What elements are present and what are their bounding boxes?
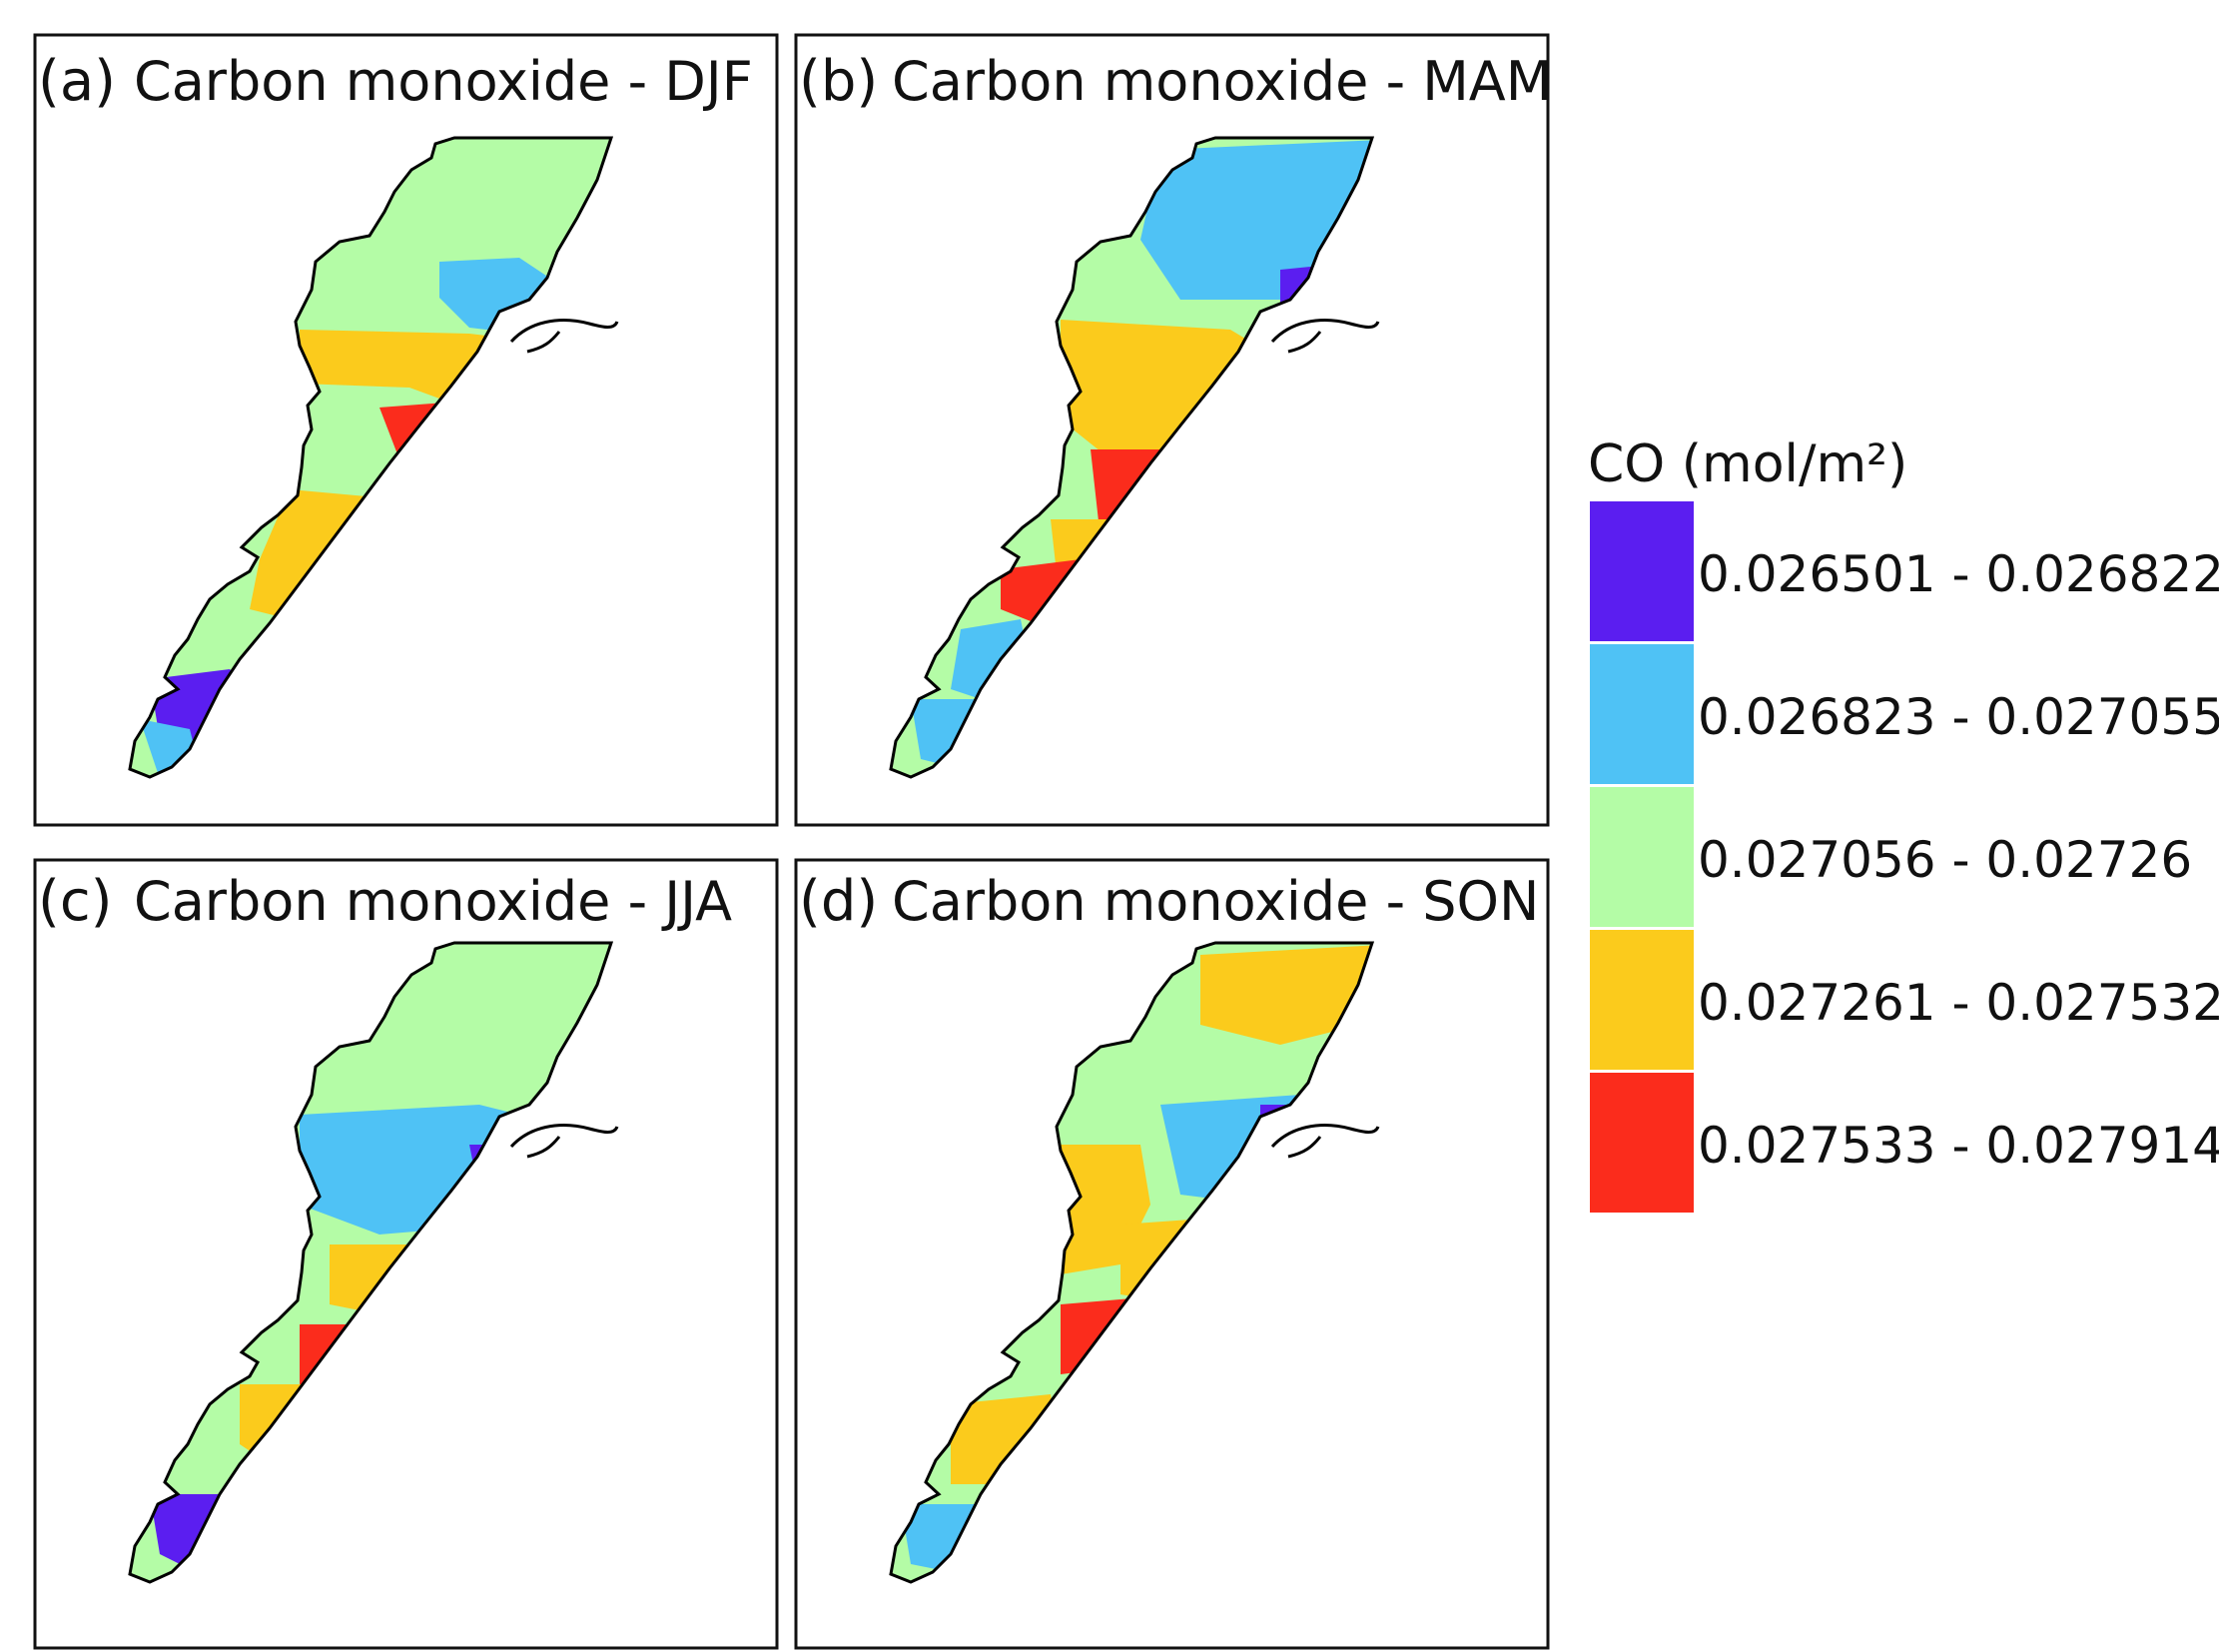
- panel-title: Carbon monoxide - DJF: [134, 50, 753, 113]
- legend-label: 0.026823 - 0.027055: [1698, 688, 2219, 746]
- legend-swatch: [1590, 501, 1694, 641]
- legend-label: 0.027056 - 0.02726: [1698, 831, 2192, 889]
- panel-letter: (b): [799, 49, 878, 114]
- legend-swatch: [1590, 644, 1694, 784]
- panel-a: (a) Carbon monoxide - DJF: [33, 33, 779, 827]
- legend-label: 0.026501 - 0.026822: [1698, 545, 2219, 603]
- panel-letter: (d): [799, 869, 878, 934]
- legend-label: 0.027533 - 0.027914: [1698, 1117, 2219, 1175]
- legend-classes: 0.026501 - 0.026822 0.026823 - 0.027055 0.…: [1590, 501, 2219, 1213]
- panel-title: Carbon monoxide - MAM: [892, 50, 1552, 113]
- legend-swatch: [1590, 930, 1694, 1070]
- panel-b: (b) Carbon monoxide - MAM: [794, 33, 1552, 827]
- panel-title: Carbon monoxide - JJA: [134, 870, 732, 933]
- legend: CO (mol/m²) 0.026501 - 0.026822 0.026823 …: [1588, 434, 2219, 1213]
- legend-swatch: [1590, 1073, 1694, 1213]
- panel-letter: (a): [38, 49, 116, 114]
- panel-title: Carbon monoxide - SON: [892, 870, 1539, 933]
- panel-letter: (c): [38, 869, 112, 934]
- legend-swatch: [1590, 787, 1694, 927]
- panel-d: (d) Carbon monoxide - SON: [794, 858, 1550, 1650]
- legend-label: 0.027261 - 0.027532: [1698, 974, 2219, 1032]
- panel-c: (c) Carbon monoxide - JJA: [33, 858, 779, 1650]
- legend-title: CO (mol/m²): [1588, 434, 1907, 494]
